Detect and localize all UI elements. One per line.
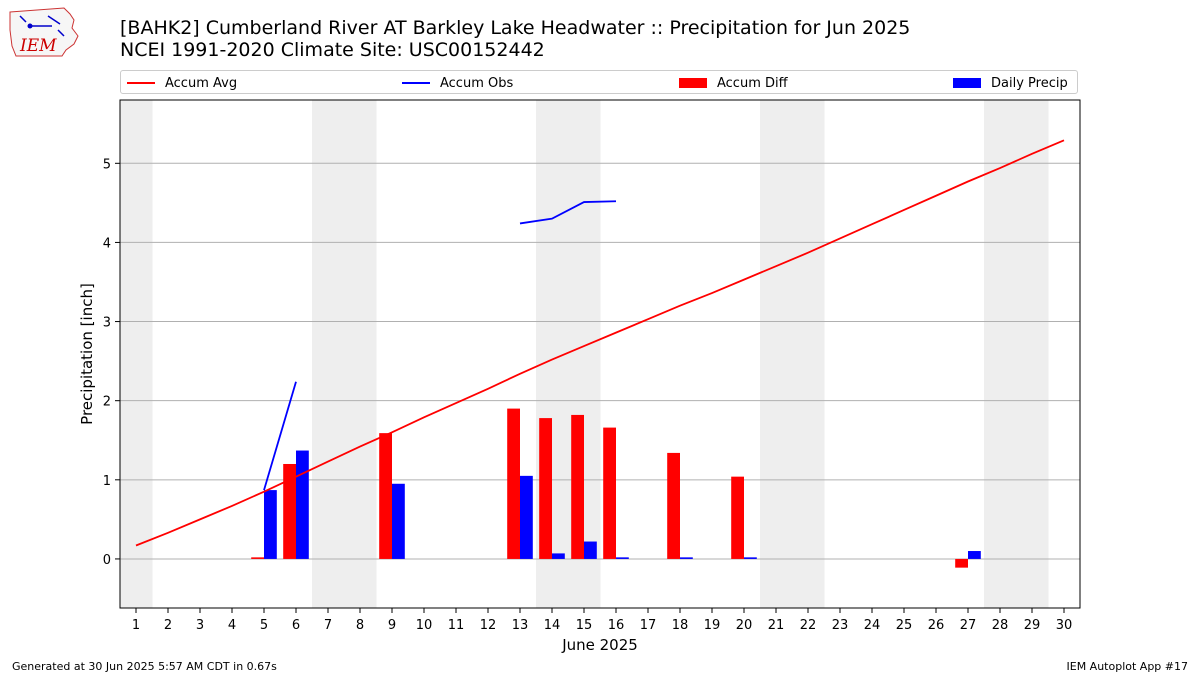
lines: [135, 139, 1065, 547]
x-tick-label-1: 1: [132, 618, 140, 633]
line-accum-avg: [135, 139, 1065, 547]
x-tick-label-17: 17: [640, 618, 657, 633]
x-tick-label-27: 27: [960, 618, 977, 633]
y-tick-label-4: 4: [103, 236, 111, 251]
x-tick-label-30: 30: [1056, 618, 1073, 633]
x-axis-ticks: 1 2 3 4 5 6 7 8 9 10 11 12 13 14 15 16 17 18 19 20 21 22 23 24 2…: [132, 608, 1072, 633]
bar-accum-diff-day-20: [731, 476, 744, 559]
x-tick-label-28: 28: [992, 618, 1009, 633]
x-tick-label-25: 25: [896, 618, 913, 633]
bar-accum-diff-day-5: [251, 557, 264, 559]
y-axis-ticks: 0 1 2 3 4 5: [103, 157, 120, 568]
x-tick-label-8: 8: [356, 618, 364, 633]
y-tick-label-1: 1: [103, 474, 111, 489]
logo-text: IEM: [19, 36, 57, 56]
weekend-band-1: [120, 100, 153, 608]
x-tick-label-5: 5: [260, 618, 268, 633]
x-tick-label-24: 24: [864, 618, 881, 633]
bar-accum-diff-day-14: [539, 418, 552, 559]
legend-swatch-daily-precip: [953, 78, 981, 88]
x-axis-label: June 2025: [561, 636, 638, 654]
legend-swatch-accum-diff: [679, 78, 707, 88]
weekend-band-8: [344, 100, 377, 608]
bar-daily-precip-day-16: [616, 557, 629, 559]
x-tick-label-22: 22: [800, 618, 817, 633]
x-tick-label-11: 11: [448, 618, 465, 633]
x-tick-label-29: 29: [1024, 618, 1041, 633]
bar-accum-diff-day-16: [603, 427, 616, 559]
x-tick-label-19: 19: [704, 618, 721, 633]
y-axis-label: Precipitation [inch]: [78, 283, 96, 425]
bar-daily-precip-day-13: [520, 475, 533, 559]
legend-swatch-accum-obs: [402, 82, 430, 84]
legend-swatch-accum-avg: [127, 82, 155, 84]
y-tick-label-2: 2: [103, 395, 111, 410]
x-tick-label-12: 12: [480, 618, 497, 633]
weekend-band-29: [1016, 100, 1049, 608]
bar-daily-precip-day-18: [680, 557, 693, 559]
y-tick-label-0: 0: [103, 553, 111, 568]
chart-title: [BAHK2] Cumberland River AT Barkley Lake…: [120, 17, 911, 39]
x-tick-label-20: 20: [736, 618, 753, 633]
weekend-band-28: [984, 100, 1017, 608]
y-tick-label-5: 5: [103, 157, 111, 172]
legend-item-accum-obs: Accum Obs: [402, 74, 513, 92]
legend-item-daily-precip: Daily Precip: [953, 74, 1068, 92]
x-tick-label-2: 2: [164, 618, 172, 633]
bar-daily-precip-day-20: [744, 557, 757, 559]
x-tick-label-18: 18: [672, 618, 689, 633]
x-tick-label-23: 23: [832, 618, 849, 633]
weekend-band-21: [760, 100, 793, 608]
footer-app-text: IEM Autoplot App #17: [1066, 660, 1189, 673]
chart-legend: Accum Avg Accum Obs Accum Diff Daily Pre…: [120, 70, 1078, 94]
legend-label-accum-avg: Accum Avg: [165, 75, 238, 91]
x-tick-label-10: 10: [416, 618, 433, 633]
bar-daily-precip-day-27: [968, 551, 981, 559]
y-tick-label-3: 3: [103, 316, 111, 331]
x-tick-label-7: 7: [324, 618, 332, 633]
bar-daily-precip-day-15: [584, 541, 597, 559]
bar-accum-diff-day-27: [955, 558, 968, 568]
bars: [251, 408, 981, 568]
x-tick-label-4: 4: [228, 618, 236, 633]
legend-label-accum-obs: Accum Obs: [440, 75, 514, 91]
legend-item-accum-diff: Accum Diff: [679, 74, 788, 92]
footer-generated-text: Generated at 30 Jun 2025 5:57 AM CDT in …: [12, 660, 277, 673]
bar-accum-diff-day-9: [379, 433, 392, 559]
legend-label-daily-precip: Daily Precip: [991, 75, 1068, 91]
x-tick-label-9: 9: [388, 618, 396, 633]
weekend-band-22: [792, 100, 825, 608]
bar-accum-diff-day-15: [571, 414, 584, 559]
chart-subtitle: NCEI 1991-2020 Climate Site: USC00152442: [120, 39, 545, 61]
bar-daily-precip-day-9: [392, 483, 405, 559]
bar-daily-precip-day-5: [264, 490, 277, 559]
line-accum-obs-segment-1: [519, 200, 617, 225]
gridlines: [120, 162, 1080, 560]
x-tick-label-16: 16: [608, 618, 625, 633]
x-tick-label-21: 21: [768, 618, 785, 633]
x-tick-label-26: 26: [928, 618, 945, 633]
weekend-shading: [120, 100, 1049, 608]
plot-frame: [119, 99, 1081, 609]
weekend-band-7: [312, 100, 345, 608]
x-tick-label-3: 3: [196, 618, 204, 633]
x-tick-label-6: 6: [292, 618, 300, 633]
x-tick-label-13: 13: [512, 618, 529, 633]
legend-label-accum-diff: Accum Diff: [717, 75, 788, 91]
legend-item-accum-avg: Accum Avg: [127, 74, 237, 92]
x-tick-label-15: 15: [576, 618, 593, 633]
bar-daily-precip-day-6: [296, 450, 309, 559]
bar-accum-diff-day-13: [507, 408, 520, 559]
iem-logo: IEM: [9, 7, 79, 57]
line-accum-obs-segment-0: [263, 381, 297, 491]
bar-accum-diff-day-18: [667, 452, 680, 559]
x-tick-label-14: 14: [544, 618, 561, 633]
bar-accum-diff-day-6: [283, 463, 296, 559]
bar-daily-precip-day-14: [552, 553, 565, 559]
